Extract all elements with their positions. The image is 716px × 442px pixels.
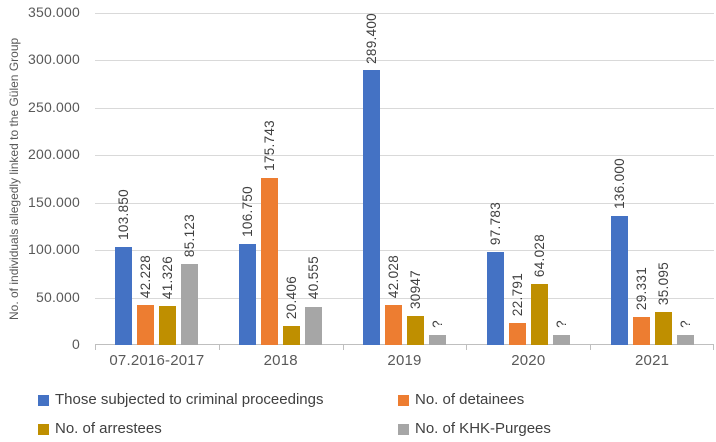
bar [305,306,323,345]
x-axis-category-label: 2018 [263,352,298,369]
bar [159,305,177,345]
x-axis-tick [219,345,220,350]
x-axis-tick [343,345,344,350]
legend-item: No. of KHK-Purgees [398,421,551,437]
bar-value-label: 64.028 [531,234,547,278]
bar [181,264,199,345]
bar-value-label: 22.791 [509,273,525,317]
legend-label: No. of arrestees [55,420,162,437]
bar-value-label: 289.400 [364,12,379,64]
bar-value-label: 29.331 [633,267,649,311]
bar-value-label: 30947 [408,269,423,309]
legend-item: No. of arrestees [38,421,162,437]
y-axis-tick-label: 250.000 [27,98,80,115]
x-axis-tick [95,345,96,350]
bar-value-label: ? [677,320,693,329]
gridline [95,155,714,157]
x-axis-category-label: 07.2016-2017 [109,352,205,369]
legend-swatch [398,423,409,435]
y-axis-tick-label: 200.000 [27,146,80,163]
legend-label: Those subjected to criminal proceedings [55,391,324,408]
x-axis-category-label: 2021 [635,352,670,369]
y-axis-tick-label: 150.000 [27,193,80,210]
bar-value-label: 136.000 [611,158,627,209]
gridline [95,60,714,62]
gridline [95,107,714,109]
x-axis-tick [466,345,467,350]
bar [261,178,279,345]
legend-swatch [398,394,409,406]
bar [429,335,446,345]
bar-value-label: 85.123 [182,214,198,258]
bar [530,284,548,345]
bar [552,334,570,345]
bar-value-label: ? [553,319,569,328]
legend-label: No. of detainees [415,391,525,408]
bar [385,305,402,345]
bar [632,317,650,345]
bar [407,315,424,345]
y-axis-tick-label: 350.000 [27,4,80,20]
bar-value-label: 106.750 [240,185,256,237]
y-axis-tick-label: 0 [72,336,80,352]
bar-value-label: ? [430,320,445,329]
bar [486,252,504,345]
y-axis-tick-label: 100.000 [27,241,80,258]
bar [676,335,694,345]
bar [137,304,155,345]
legend-item: Those subjected to criminal proceedings [38,392,323,408]
legend-label: No. of KHK-Purgees [415,420,551,437]
bar [283,325,301,345]
bar-value-label: 35.095 [655,261,671,305]
legend-swatch [38,423,49,435]
bar-value-label: 40.555 [306,256,322,300]
x-axis-category-label: 2020 [511,352,546,369]
bar-value-label: 41.326 [160,255,176,299]
bar-value-label: 103.850 [116,188,132,240]
legend-swatch [38,394,49,406]
gridline [95,202,714,204]
gridline [95,297,714,299]
x-axis-line [95,344,714,345]
bar [115,246,133,345]
legend-item: No. of detainees [398,392,524,408]
x-axis-tick [590,345,591,350]
bar [508,323,526,345]
bar-value-label: 175.743 [262,120,278,172]
bar [654,311,672,345]
bar-value-label: 97.783 [487,202,503,246]
bar [610,216,628,345]
bar [239,243,257,345]
bar-value-label: 42.228 [138,254,154,298]
x-axis-tick [713,345,714,350]
y-axis-tick-label: 300.000 [27,51,80,68]
bar [363,70,380,345]
plot-area: 103.850 106.750 289.400 97.783 136.000 42.228… [95,12,714,350]
gridline [95,250,714,252]
gridline [95,13,714,14]
y-axis-tick-label: 50.000 [35,288,80,305]
bar-value-label: 20.406 [284,275,300,319]
bar-value-label: 42.028 [386,255,401,299]
x-axis-category-label: 2019 [387,352,422,369]
